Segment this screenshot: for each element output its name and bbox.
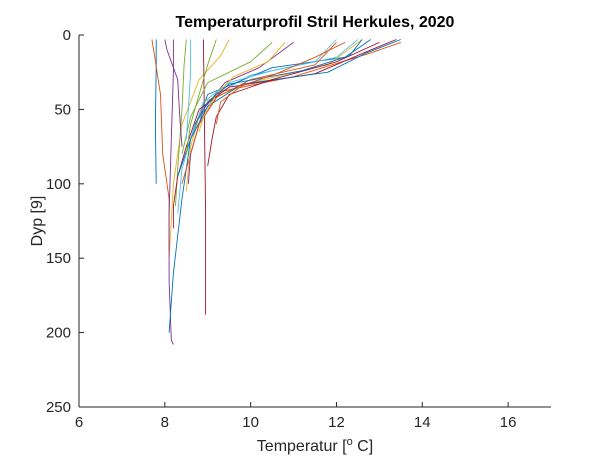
x-tick-label: 8 (161, 414, 169, 431)
series-line-2 (151, 39, 170, 251)
series-line-7 (202, 39, 207, 315)
y-tick-label: 200 (46, 325, 71, 342)
series-line-15 (177, 39, 401, 177)
x-axis-title-suffix: C] (353, 438, 373, 455)
y-tick-label: 100 (46, 176, 71, 193)
series-line-22 (194, 39, 363, 125)
x-axis-title: Temperatur [o C] (257, 436, 373, 455)
x-tick-label: 12 (328, 414, 345, 431)
x-ticks: 6 8 10 12 14 16 (75, 402, 517, 431)
series-layer (151, 39, 401, 345)
x-tick-label: 14 (414, 414, 431, 431)
series-line-23 (215, 41, 346, 125)
series-line-4 (168, 39, 174, 345)
y-tick-label: 0 (63, 27, 71, 44)
series-line-9 (181, 41, 401, 184)
y-tick-label: 250 (46, 399, 71, 416)
series-line-3 (168, 39, 230, 259)
x-tick-label: 10 (242, 414, 259, 431)
series-line-12 (181, 42, 273, 155)
series-line-20 (185, 39, 192, 140)
series-line-18 (164, 39, 183, 147)
series-line-21 (207, 41, 380, 166)
axes (78, 35, 551, 408)
x-axis-title-prefix: Temperatur [ (257, 438, 347, 455)
y-ticks: 0 50 100 150 200 250 (46, 27, 84, 416)
x-tick-label: 16 (500, 414, 517, 431)
series-line-1 (154, 39, 157, 184)
y-tick-label: 150 (46, 250, 71, 267)
series-line-17 (198, 42, 286, 132)
series-line-19 (185, 39, 217, 155)
series-line-16 (190, 42, 337, 155)
x-axis-title-sup: o (347, 436, 353, 448)
y-axis-title: Dyp [9] (29, 196, 46, 247)
chart-title: Temperaturprofil Stril Herkules, 2020 (176, 14, 455, 31)
series-line-8 (168, 39, 372, 333)
y-tick-label: 50 (54, 101, 71, 118)
series-line-14 (172, 39, 397, 229)
x-tick-label: 6 (75, 414, 83, 431)
